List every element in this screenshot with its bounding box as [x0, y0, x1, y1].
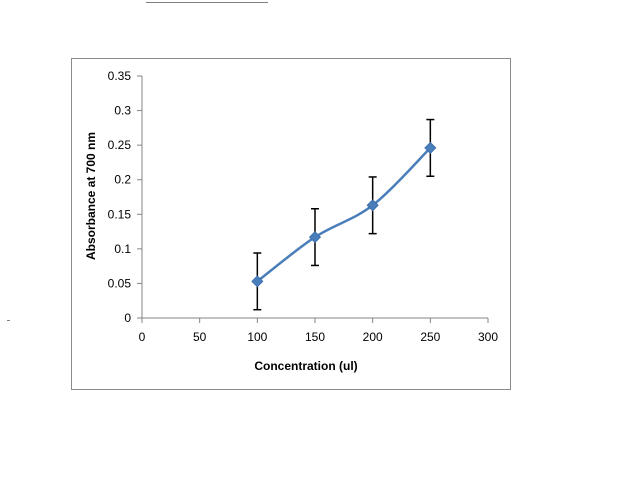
data-point [424, 141, 437, 154]
decorative-rule [146, 2, 268, 3]
y-tick-label: 0.35 [108, 69, 132, 83]
chart-area [71, 58, 511, 390]
x-tick-label: 200 [363, 330, 383, 344]
y-tick-label: 0.1 [114, 242, 131, 256]
x-tick-label: 150 [305, 330, 325, 344]
y-tick-label: 0 [124, 311, 131, 325]
y-axis-title: Absorbance at 700 nm [84, 132, 98, 260]
y-tick-label: 0.15 [108, 207, 132, 221]
tick-labels: 0 0.05 0.1 0.15 0.2 0.25 0.3 0.35 0 50 100 150 200 25… [108, 69, 499, 344]
axes [137, 75, 489, 323]
data-point [251, 275, 264, 288]
y-tick-label: 0.25 [108, 138, 132, 152]
decorative-mark [7, 320, 10, 321]
y-tick-label: 0.05 [108, 276, 132, 290]
data-series [251, 118, 437, 311]
series-line [256, 146, 432, 283]
x-tick-label: 0 [139, 330, 146, 344]
y-tick-label: 0.3 [114, 104, 131, 118]
x-tick-label: 100 [247, 330, 267, 344]
x-tick-label: 50 [193, 330, 207, 344]
data-point [366, 199, 379, 212]
y-tick-label: 0.2 [114, 173, 131, 187]
data-point [308, 231, 322, 244]
x-axis-title: Concentration (ul) [254, 359, 357, 373]
x-tick-label: 250 [420, 330, 440, 344]
x-tick-label: 300 [478, 330, 498, 344]
